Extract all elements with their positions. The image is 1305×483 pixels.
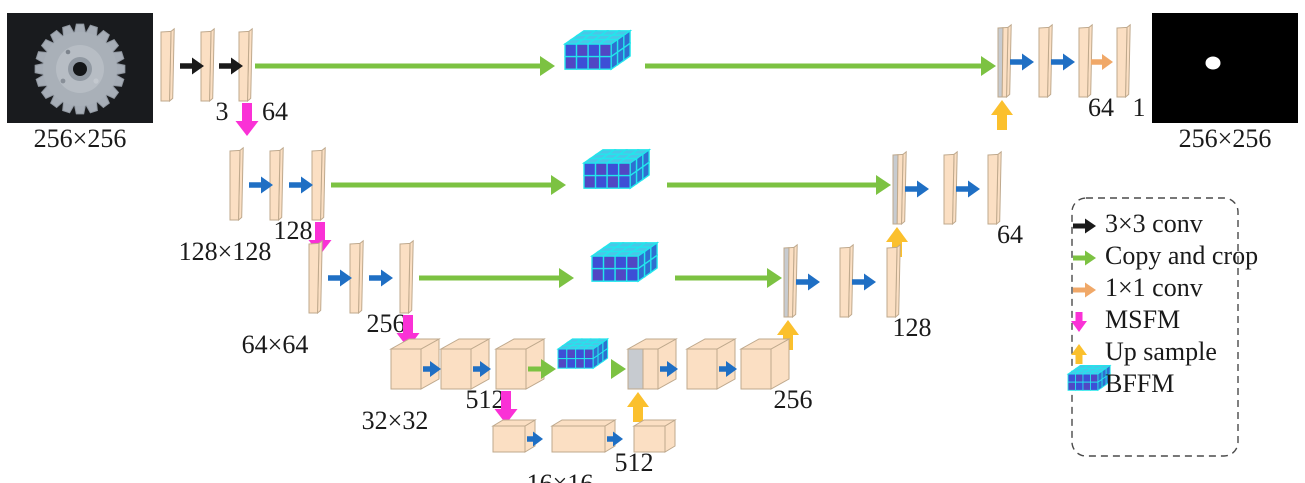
svg-text:3: 3 — [216, 97, 229, 126]
svg-text:3×3 conv: 3×3 conv — [1105, 209, 1203, 238]
svg-text:128×128: 128×128 — [179, 237, 272, 266]
svg-text:32×32: 32×32 — [362, 406, 429, 435]
svg-text:16×16: 16×16 — [527, 469, 594, 483]
svg-text:MSFM: MSFM — [1105, 305, 1180, 334]
svg-text:256×256: 256×256 — [1179, 124, 1272, 153]
svg-text:64: 64 — [262, 97, 288, 126]
svg-text:BFFM: BFFM — [1105, 369, 1174, 398]
svg-text:256×256: 256×256 — [34, 124, 127, 153]
svg-text:256: 256 — [774, 385, 813, 414]
svg-text:128: 128 — [274, 216, 313, 245]
svg-text:1: 1 — [1133, 93, 1146, 122]
svg-text:64: 64 — [1088, 93, 1114, 122]
svg-text:64: 64 — [997, 220, 1023, 249]
svg-text:Up sample: Up sample — [1105, 337, 1217, 366]
svg-text:64×64: 64×64 — [242, 330, 309, 359]
svg-text:Copy and crop: Copy and crop — [1105, 241, 1258, 270]
svg-text:128: 128 — [893, 313, 932, 342]
svg-text:1×1 conv: 1×1 conv — [1105, 273, 1203, 302]
svg-text:512: 512 — [615, 448, 654, 477]
